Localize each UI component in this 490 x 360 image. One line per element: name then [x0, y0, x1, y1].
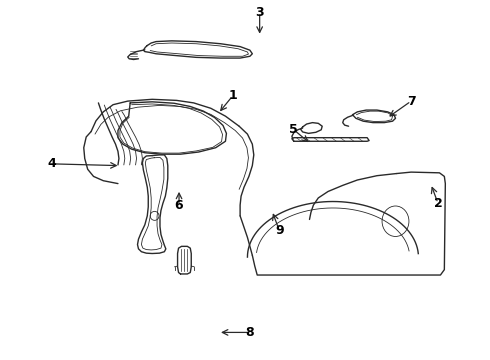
Text: 3: 3 — [255, 6, 264, 19]
Text: 8: 8 — [245, 326, 254, 339]
Text: 6: 6 — [175, 199, 183, 212]
Text: 7: 7 — [407, 95, 416, 108]
Text: 1: 1 — [228, 89, 237, 102]
Text: 5: 5 — [290, 123, 298, 136]
Text: 2: 2 — [434, 197, 442, 210]
Text: 4: 4 — [48, 157, 56, 170]
Text: 9: 9 — [275, 224, 284, 237]
